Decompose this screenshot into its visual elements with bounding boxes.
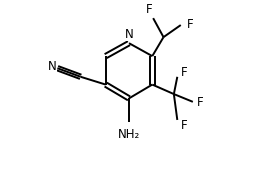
Text: F: F [181, 119, 187, 132]
Text: F: F [146, 3, 153, 16]
Text: N: N [48, 60, 57, 73]
Text: F: F [181, 66, 187, 79]
Text: F: F [187, 18, 194, 31]
Text: N: N [125, 28, 133, 40]
Text: F: F [197, 96, 204, 109]
Text: NH₂: NH₂ [118, 128, 140, 141]
